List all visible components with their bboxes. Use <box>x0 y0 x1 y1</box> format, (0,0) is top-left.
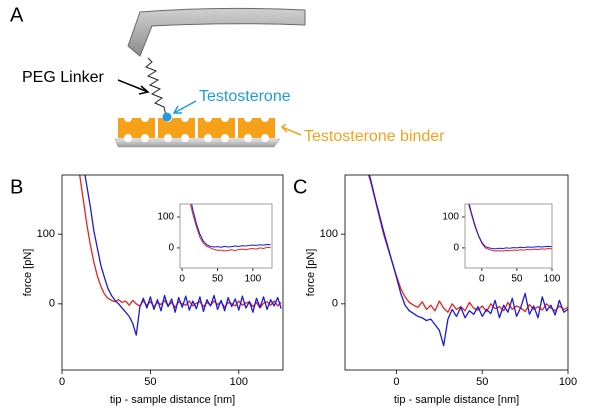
panel-label: C <box>293 176 307 198</box>
x-tick-label: 50 <box>476 376 488 388</box>
x-tick-label: 0 <box>179 274 185 285</box>
x-axis-label: tip - sample distance [nm] <box>394 394 519 406</box>
linker-label: PEG Linker <box>22 69 104 86</box>
x-tick-label: 50 <box>212 274 224 285</box>
y-tick-label: 100 <box>320 228 338 240</box>
x-tick-label: 0 <box>393 376 399 388</box>
plot-area <box>180 204 272 268</box>
x-tick-label: 100 <box>559 376 577 388</box>
force-curve <box>467 204 552 252</box>
y-tick-label: 0 <box>168 243 174 254</box>
inset-chart: 0 50 100 0 100 <box>157 203 273 285</box>
x-tick-label: 50 <box>511 274 523 285</box>
force-curve <box>79 175 282 309</box>
x-tick-label: 50 <box>144 376 156 388</box>
binder-pockets <box>124 114 269 142</box>
ligand-label: Testosterone <box>199 88 291 105</box>
panel-label: A <box>10 4 24 26</box>
panel-label: B <box>10 176 23 198</box>
peg-linker <box>145 57 167 117</box>
binder <box>118 118 275 138</box>
x-tick-label: 0 <box>59 376 65 388</box>
ligand-arrow <box>172 100 197 114</box>
x-axis-label: tip - sample distance [nm] <box>110 394 235 406</box>
plot-frame <box>61 174 284 371</box>
panel-a: A PEG Linker Testosterone Testosterone b… <box>10 4 445 148</box>
y-axis-label: force [pN] <box>305 249 317 297</box>
substrate <box>114 138 281 148</box>
binder-arrow <box>280 123 302 136</box>
x-tick-label: 100 <box>245 274 262 285</box>
y-axis-label: force [pN] <box>22 249 34 297</box>
binder-label: Testosterone binder <box>304 128 445 145</box>
y-tick-label: 0 <box>453 243 459 254</box>
inset-chart: 0 50 100 0 100 <box>442 203 561 285</box>
linker-arrow <box>117 79 150 95</box>
x-tick-label: 0 <box>479 274 485 285</box>
plot-frame <box>179 203 273 269</box>
force-curve <box>84 175 282 336</box>
testosterone-dot <box>162 112 172 122</box>
force-curve <box>189 204 271 252</box>
y-tick-label: 100 <box>157 212 174 223</box>
y-tick-label: 0 <box>49 298 55 310</box>
force-curve <box>191 204 271 248</box>
y-tick-label: 100 <box>37 228 55 240</box>
plot-frame <box>464 203 553 269</box>
force-curve <box>368 175 568 347</box>
force-curve <box>468 204 552 250</box>
plot-area <box>465 204 552 268</box>
x-tick-label: 100 <box>230 376 248 388</box>
y-tick-label: 100 <box>442 212 459 223</box>
y-tick-label: 0 <box>332 298 338 310</box>
cantilever <box>127 7 306 57</box>
plot-frame <box>344 174 569 371</box>
x-tick-label: 100 <box>544 274 561 285</box>
